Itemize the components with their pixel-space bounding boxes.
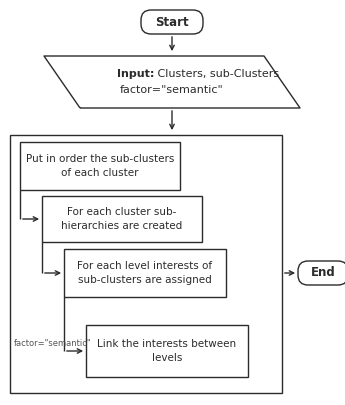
Bar [10,135,282,393]
Text: Input:: Input: [117,69,154,79]
Text: factor="semantic": factor="semantic" [120,85,224,95]
Text: For each level interests of
sub-clusters are assigned: For each level interests of sub-clusters… [77,261,213,285]
Text: factor="semantic": factor="semantic" [14,339,92,348]
Bar [42,196,202,242]
FancyBboxPatch shape [141,10,203,34]
Bar [86,325,248,377]
FancyBboxPatch shape [298,261,345,285]
Text: Put in order the sub-clusters
of each cluster: Put in order the sub-clusters of each cl… [26,154,174,178]
Text: For each cluster sub-
hierarchies are created: For each cluster sub- hierarchies are cr… [61,207,183,230]
Text: Start: Start [155,15,189,28]
Bar [20,142,180,190]
Text: End: End [310,266,335,279]
Text: Clusters, sub-Clusters: Clusters, sub-Clusters [154,69,279,79]
Text: Link the interests between
levels: Link the interests between levels [97,339,237,362]
Bar [64,249,226,297]
Polygon shape [44,56,300,108]
